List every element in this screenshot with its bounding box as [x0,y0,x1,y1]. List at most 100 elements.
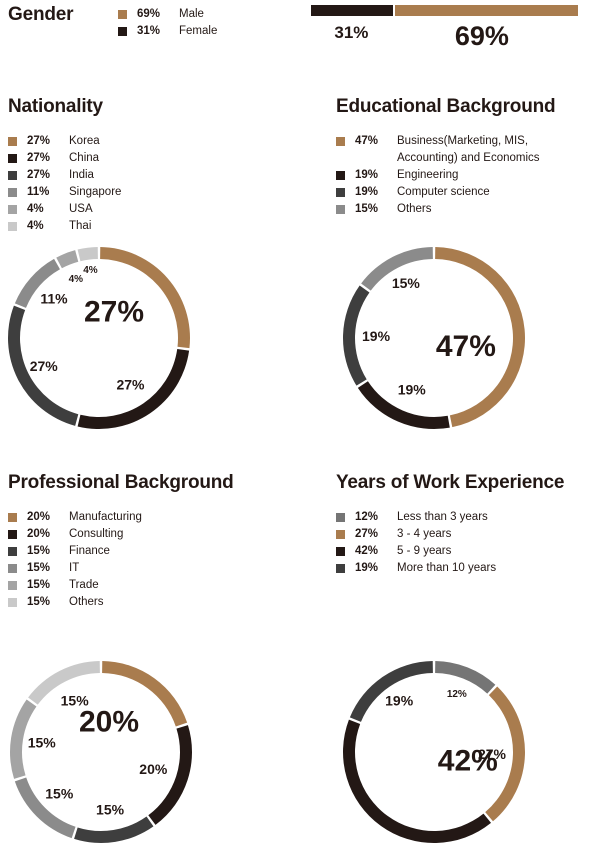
donut-label: 27% [30,358,59,374]
donut-segment [56,250,79,269]
legend-swatch [336,171,345,180]
experience-donut: 12% 27% 42% 19% [339,657,529,847]
donut-svg: 12% 27%42% 19% [343,661,525,843]
legend-item: 15% Others [336,201,577,218]
legend-swatch [118,27,127,36]
legend-item: 11% Singapore [8,184,121,201]
gender-legend: 69% Male 31% Female [118,6,229,40]
gender-bar-female [311,5,393,16]
legend-value: 47% [355,135,379,147]
legend-value: 15% [355,203,379,215]
legend-swatch [8,598,17,607]
legend-value: 20% [27,511,51,523]
legend-value: 15% [27,545,51,557]
legend-value: 31% [137,25,161,37]
legend-value: 12% [355,511,379,523]
professional-title: Professional Background [8,472,234,493]
legend-label: Trade [69,579,99,591]
donut-segment [28,661,100,705]
donut-svg: 27%27%27%11%4%4% [7,247,190,429]
legend-item: 27% India [8,167,121,184]
donut-label: 4% [69,274,84,285]
legend-swatch [336,188,345,197]
donut-label: 19% [385,693,414,709]
education-title: Educational Background [336,96,556,117]
legend-item: 69% Male [118,6,229,23]
legend-swatch [8,547,17,556]
legend-item: 27% Korea [8,133,121,150]
legend-label: Manufacturing [69,511,142,523]
legend-label: Female [179,25,218,37]
legend-item: 27% China [8,150,121,167]
donut-label: 15% [61,692,90,708]
experience-legend: 12% Less than 3 years 27% 3 - 4 years 42% 5 -… [336,509,496,577]
donut-label: 27% [116,376,145,392]
legend-swatch [336,547,345,556]
legend-swatch [336,564,345,573]
donut-segment [74,816,154,843]
legend-swatch [8,154,17,163]
legend-item: 27% 3 - 4 years [336,526,496,543]
legend-value: 20% [27,528,51,540]
legend-label: 5 - 9 years [397,545,452,557]
legend-label: Consulting [69,528,124,540]
legend-label: Others [69,596,104,608]
donut-label: 11% [40,290,68,306]
donut-segment [14,258,60,308]
donut-segment [435,247,525,428]
legend-value: 15% [27,562,51,574]
legend-item: 19% More than 10 years [336,560,496,577]
donut-segment [148,725,192,825]
legend-label: Male [179,8,204,20]
legend-swatch [8,564,17,573]
legend-label: Finance [69,545,110,557]
legend-label: India [69,169,94,181]
donut-label: 19% [362,328,391,344]
donut-segment [77,247,98,262]
donut-segment [349,661,433,722]
donut-segment [343,285,370,386]
donut-label: 27% [478,746,507,762]
legend-swatch [8,188,17,197]
gender-title: Gender [8,4,74,25]
donut-segment [343,719,492,843]
legend-item: 15% IT [8,560,142,577]
legend-label: Business(Marketing, MIS, Accounting) and… [397,135,540,164]
legend-swatch [336,205,345,214]
legend-value: 11% [27,186,50,198]
donut-segment [9,699,37,779]
legend-swatch [8,222,17,231]
legend-value: 27% [27,135,51,147]
legend-item: 19% Computer science [336,184,577,201]
donut-label: 15% [45,786,74,802]
legend-item: 12% Less than 3 years [336,509,496,526]
legend-swatch [118,10,127,19]
legend-value: 27% [27,152,51,164]
legend-item: 47% Business(Marketing, MIS, Accounting) … [336,133,577,167]
legend-swatch [8,513,17,522]
nationality-legend: 27% Korea 27% China 27% India 11% Singapore 4% US… [8,133,121,235]
donut-segment [102,661,188,727]
legend-swatch [336,137,345,146]
gender-bar-label-male: 69% [454,21,509,51]
donut-label: 15% [28,735,57,751]
legend-value: 27% [27,169,51,181]
donut-label: 12% [447,689,467,700]
legend-item: 4% USA [8,201,121,218]
legend-swatch [336,530,345,539]
legend-label: Engineering [397,169,459,181]
donut-label: 20% [139,761,168,777]
donut-segment [485,686,525,822]
legend-swatch [8,171,17,180]
legend-value: 42% [355,545,379,557]
donut-segment [100,247,190,349]
legend-swatch [8,137,17,146]
legend-value: 69% [137,8,161,20]
donut-segment [361,247,433,291]
legend-label: Thai [69,220,92,232]
nationality-donut: 27% 27% 27% 11% 4% 4% [4,243,194,433]
legend-swatch [8,205,17,214]
donut-segment [14,777,76,839]
legend-label: Less than 3 years [397,511,488,523]
education-donut: 47% 19% 19% 15% [339,243,529,433]
